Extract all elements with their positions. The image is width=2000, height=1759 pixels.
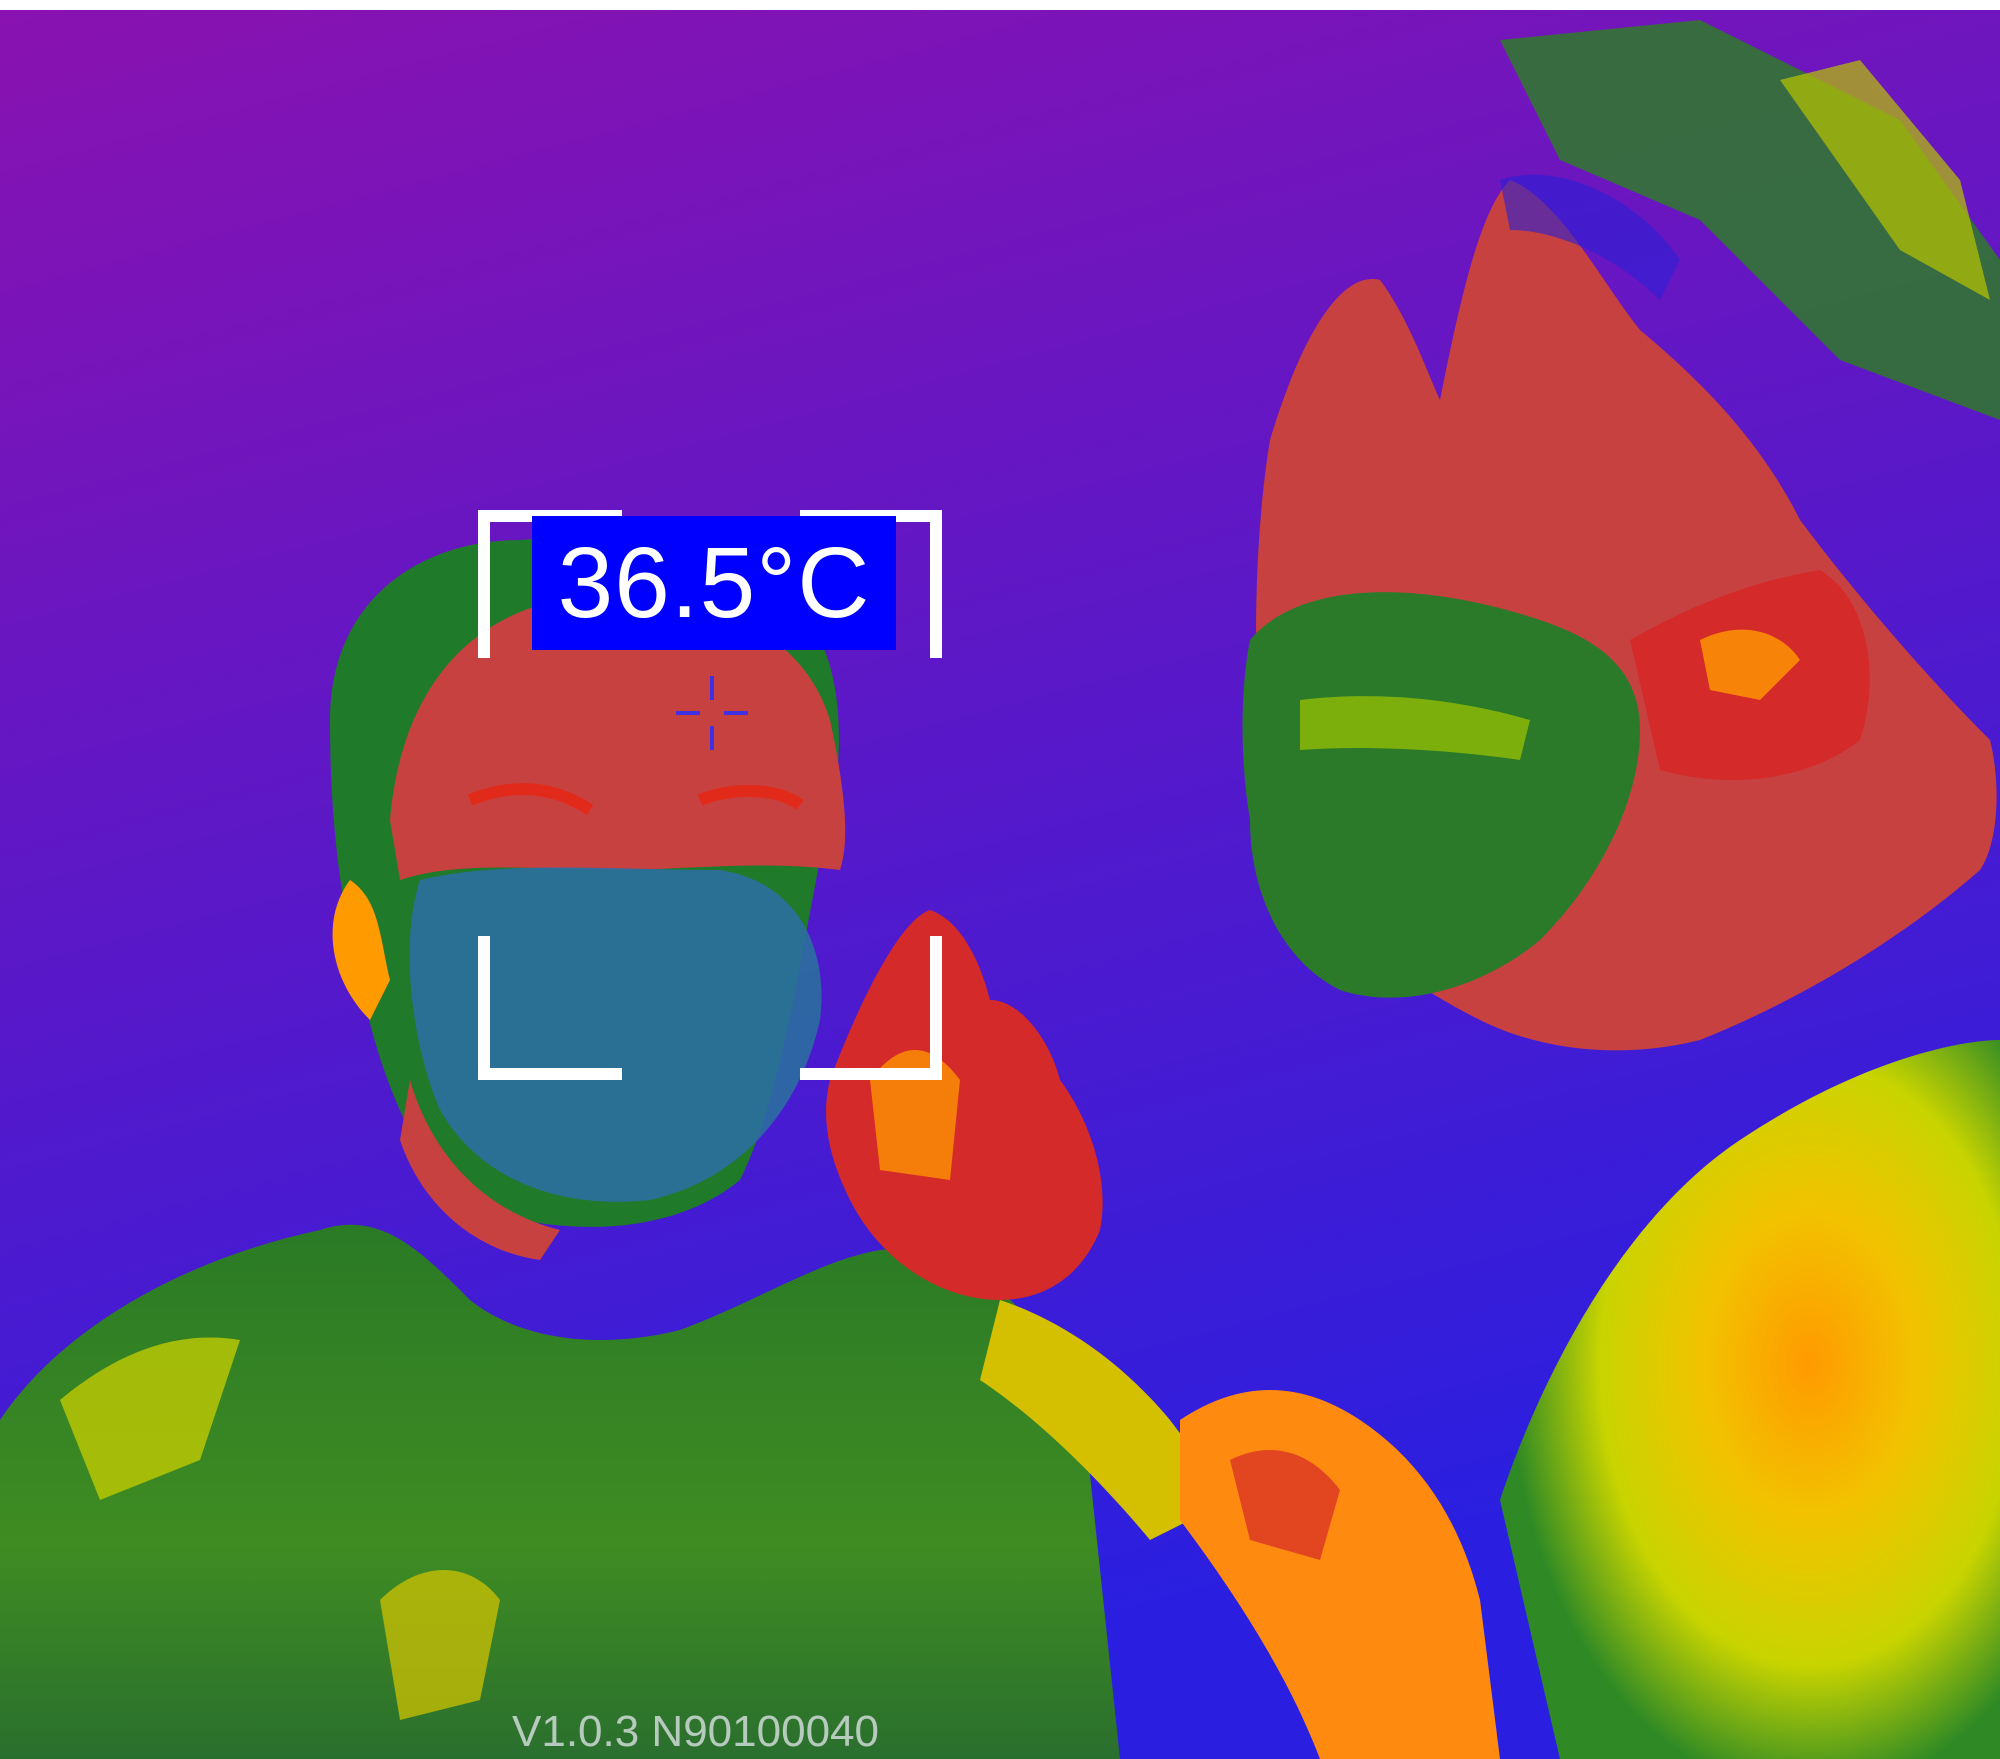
temperature-reading: 36.5°C [557, 527, 871, 639]
raised-hand-highlight [870, 1050, 960, 1180]
left-person-eyebrows [467, 783, 804, 816]
right-person-mask [1242, 592, 1640, 998]
background-structure-highlight [1780, 60, 1990, 300]
right-person-arm-shade [1230, 1450, 1340, 1560]
right-person-finger-highlight [1700, 629, 1800, 700]
right-person-mask-highlight [1300, 696, 1530, 760]
temperature-label-background [532, 516, 896, 650]
bracket-bottom-right [800, 936, 942, 1080]
left-person-ear [332, 880, 390, 1020]
left-person-neck [400, 1080, 560, 1260]
right-person-body [1500, 1040, 2000, 1759]
raised-hand [826, 910, 1103, 1300]
version-watermark: V1.0.3 N90100040 [512, 1707, 879, 1756]
crosshair-icon [676, 676, 748, 750]
bracket-bottom-left [478, 936, 622, 1080]
left-person-collar-highlight [60, 1337, 240, 1500]
left-person-sleeve-highlight [380, 1570, 500, 1720]
white-top-edge [0, 0, 2000, 10]
left-person-forehead [390, 595, 846, 880]
wrist [980, 1300, 1230, 1540]
left-person-body [0, 1224, 1120, 1759]
right-person-hair-dark [1500, 174, 1680, 300]
left-person-mask [409, 867, 822, 1202]
